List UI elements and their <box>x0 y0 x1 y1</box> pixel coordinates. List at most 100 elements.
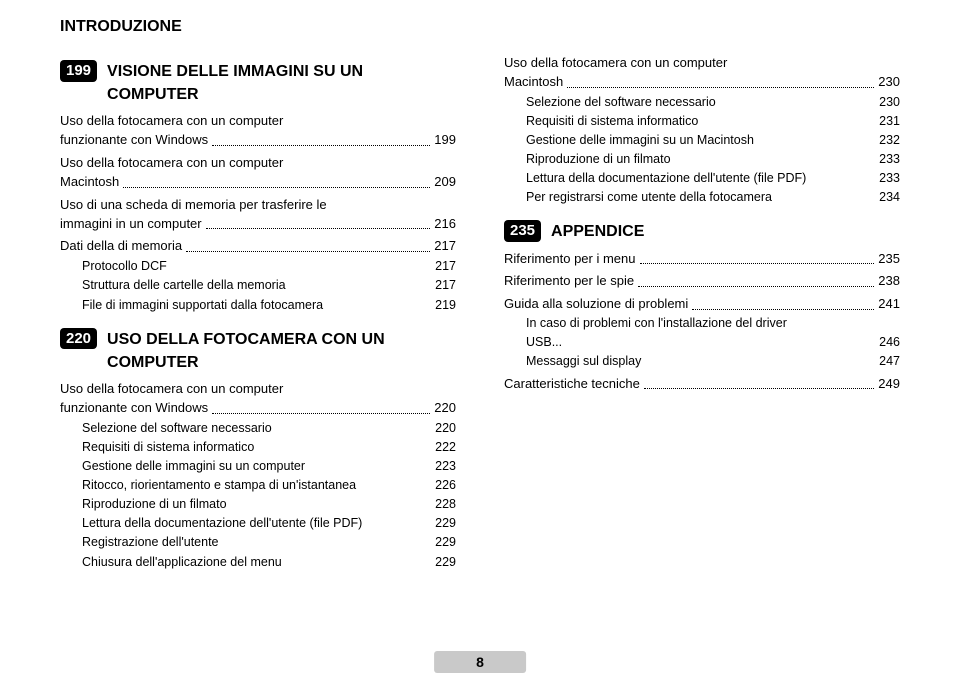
page-container: INTRODUZIONE 199 VISIONE DELLE IMMAGINI … <box>0 0 960 687</box>
entry-text: Dati della di memoria <box>60 237 182 256</box>
toc-entry: Dati della di memoria 217 <box>60 237 456 256</box>
entry-page: 249 <box>878 375 900 394</box>
entry-text: Per registrarsi come utente della fotoca… <box>526 188 772 206</box>
leader-dots <box>638 286 874 287</box>
entry-page: 247 <box>879 352 900 370</box>
leader-dots <box>644 388 874 389</box>
section-199-title: VISIONE DELLE IMMAGINI SU UN COMPUTER <box>107 60 363 106</box>
entry-text: Protocollo DCF <box>82 257 167 275</box>
entry-text: Selezione del software necessario <box>82 419 272 437</box>
sub-entries: Selezione del software necessario 230 Re… <box>504 93 900 207</box>
entry-page: 199 <box>434 131 456 150</box>
toc-subentry: Registrazione dell'utente 229 <box>82 533 456 551</box>
badge-199: 199 <box>60 60 97 82</box>
section-199-title-l2: COMPUTER <box>107 83 363 106</box>
leader-dots <box>640 263 875 264</box>
sub-entries: Protocollo DCF 217 Struttura delle carte… <box>60 257 456 313</box>
entry-page: 217 <box>435 276 456 294</box>
entry-text: Gestione delle immagini su un Macintosh <box>526 131 754 149</box>
section-199: 199 VISIONE DELLE IMMAGINI SU UN COMPUTE… <box>60 60 456 106</box>
entry-page: 231 <box>879 112 900 130</box>
entry-text: Uso di una scheda di memoria per trasfer… <box>60 196 456 215</box>
entry-text: immagini in un computer <box>60 215 202 234</box>
toc-subentry: Struttura delle cartelle della memoria 2… <box>82 276 456 294</box>
entry-text: Gestione delle immagini su un computer <box>82 457 305 475</box>
entry-page: 220 <box>435 419 456 437</box>
leader-dots <box>206 228 431 229</box>
section-235-title: APPENDICE <box>551 220 644 243</box>
toc-subentry: Gestione delle immagini su un Macintosh … <box>526 131 900 149</box>
toc-subentry: File di immagini supportati dalla fotoca… <box>82 296 456 314</box>
entry-text: Guida alla soluzione di problemi <box>504 295 688 314</box>
toc-entry: Uso della fotocamera con un computer fun… <box>60 112 456 150</box>
entry-page: 235 <box>878 250 900 269</box>
toc-entry: Uso della fotocamera con un computer fun… <box>60 380 456 418</box>
toc-entry: Riferimento per le spie 238 <box>504 272 900 291</box>
entry-page: 219 <box>435 296 456 314</box>
toc-entry: Uso della fotocamera con un computer Mac… <box>504 54 900 92</box>
entry-page: 223 <box>435 457 456 475</box>
entry-text: Lettura della documentazione dell'utente… <box>526 169 806 187</box>
entry-page: 241 <box>878 295 900 314</box>
toc-entry: Uso di una scheda di memoria per trasfer… <box>60 196 456 234</box>
entry-text: Uso della fotocamera con un computer <box>60 154 456 173</box>
toc-subentry: Lettura della documentazione dell'utente… <box>526 169 900 187</box>
section-235: 235 APPENDICE <box>504 220 900 243</box>
toc-entry: Guida alla soluzione di problemi 241 <box>504 295 900 314</box>
leader-dots <box>212 413 430 414</box>
entry-text: Riproduzione di un filmato <box>82 495 227 513</box>
toc-subentry: USB... 246 <box>526 333 900 351</box>
toc-subentry: Ritocco, riorientamento e stampa di un'i… <box>82 476 456 494</box>
entry-text: Requisiti di sistema informatico <box>526 112 698 130</box>
entry-page: 229 <box>435 533 456 551</box>
entry-text: USB... <box>526 333 562 351</box>
entry-text: Lettura della documentazione dell'utente… <box>82 514 362 532</box>
entry-text: Requisiti di sistema informatico <box>82 438 254 456</box>
section-220-title: USO DELLA FOTOCAMERA CON UN COMPUTER <box>107 328 385 374</box>
toc-subentry: Riproduzione di un filmato 228 <box>82 495 456 513</box>
section-199-title-l1: VISIONE DELLE IMMAGINI SU UN <box>107 60 363 83</box>
entry-page: 222 <box>435 438 456 456</box>
section-220: 220 USO DELLA FOTOCAMERA CON UN COMPUTER <box>60 328 456 374</box>
entry-page: 228 <box>435 495 456 513</box>
toc-subentry: Lettura della documentazione dell'utente… <box>82 514 456 532</box>
toc-subentry: Protocollo DCF 217 <box>82 257 456 275</box>
badge-235: 235 <box>504 220 541 242</box>
entry-text: File di immagini supportati dalla fotoca… <box>82 296 323 314</box>
entry-page: 234 <box>879 188 900 206</box>
entry-text: Uso della fotocamera con un computer <box>60 380 456 399</box>
right-column: Uso della fotocamera con un computer Mac… <box>504 54 900 571</box>
entry-page: 216 <box>434 215 456 234</box>
toc-entry: Caratteristiche tecniche 249 <box>504 375 900 394</box>
section-220-title-l2: COMPUTER <box>107 351 385 374</box>
left-column: 199 VISIONE DELLE IMMAGINI SU UN COMPUTE… <box>60 54 456 571</box>
entry-text: Macintosh <box>504 73 563 92</box>
entry-page: 229 <box>435 553 456 571</box>
toc-subentry: Requisiti di sistema informatico 222 <box>82 438 456 456</box>
toc-entry: Riferimento per i menu 235 <box>504 250 900 269</box>
leader-dots <box>123 187 430 188</box>
page-number-badge: 8 <box>434 651 526 673</box>
entry-page: 226 <box>435 476 456 494</box>
entry-text: Registrazione dell'utente <box>82 533 219 551</box>
entry-text: funzionante con Windows <box>60 399 208 418</box>
entry-page: 217 <box>434 237 456 256</box>
section-220-title-l1: USO DELLA FOTOCAMERA CON UN <box>107 328 385 351</box>
toc-subentry: Selezione del software necessario 230 <box>526 93 900 111</box>
entry-text: funzionante con Windows <box>60 131 208 150</box>
sub-entries: In caso di problemi con l'installazione … <box>504 314 900 370</box>
entry-text: Ritocco, riorientamento e stampa di un'i… <box>82 476 356 494</box>
entry-page: 233 <box>879 169 900 187</box>
entry-text: Caratteristiche tecniche <box>504 375 640 394</box>
leader-dots <box>212 145 430 146</box>
entry-text: Riproduzione di un filmato <box>526 150 671 168</box>
entry-text: Messaggi sul display <box>526 352 641 370</box>
badge-220: 220 <box>60 328 97 350</box>
entry-page: 230 <box>878 73 900 92</box>
toc-subentry: Chiusura dell'applicazione del menu 229 <box>82 553 456 571</box>
columns: 199 VISIONE DELLE IMMAGINI SU UN COMPUTE… <box>60 54 900 571</box>
entry-page: 217 <box>435 257 456 275</box>
entry-text: Chiusura dell'applicazione del menu <box>82 553 282 571</box>
entry-page: 238 <box>878 272 900 291</box>
entry-page: 229 <box>435 514 456 532</box>
